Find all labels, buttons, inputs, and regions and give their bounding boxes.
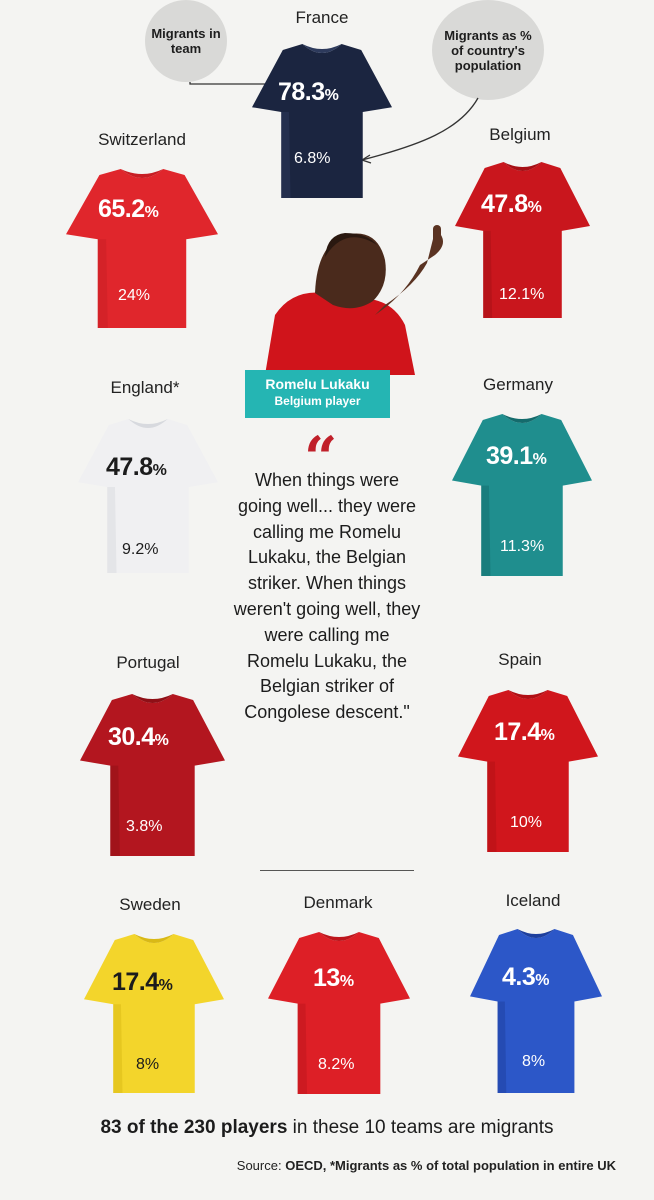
jersey: 78.3% 6.8%: [252, 40, 392, 200]
population-migrant-percentage: 8%: [136, 1056, 160, 1073]
country-name: Sweden: [119, 895, 181, 914]
team-legend-label: Migrants in team: [151, 26, 221, 56]
jersey: 17.4% 8%: [84, 930, 224, 1095]
team-migrant-percentage: 4.3%: [502, 963, 549, 992]
jersey: 39.1% 11.3%: [452, 410, 592, 578]
population-migrant-percentage: 8.2%: [318, 1056, 355, 1073]
team-migrant-percentage: 30.4%: [108, 723, 169, 752]
country-name: Portugal: [116, 653, 180, 672]
team-pct-value: 47.8: [106, 453, 153, 481]
team-pct-value: 65.2: [98, 195, 145, 223]
population-migrant-percentage: 11.3%: [500, 538, 545, 555]
jersey: 47.8% 9.2%: [78, 415, 218, 575]
team-migrant-percentage: 17.4%: [494, 718, 555, 747]
team-migrant-percentage: 13%: [313, 964, 354, 993]
population-legend-bubble: Migrants as % of country's population: [432, 0, 544, 100]
percent-symbol: %: [158, 977, 173, 994]
footer-highlight: 83 of the 230 players: [100, 1117, 288, 1138]
country-name: Germany: [483, 375, 553, 394]
country-name: Spain: [498, 650, 542, 669]
jersey-shape: [470, 929, 602, 1093]
jersey-shape: [78, 419, 218, 573]
population-migrant-percentage: 6.8%: [294, 150, 331, 167]
country-name: Switzerland: [98, 130, 186, 149]
jersey-shape: [80, 694, 225, 856]
footer-source: Source: OECD, *Migrants as % of total po…: [237, 1158, 616, 1173]
team-migrant-percentage: 17.4%: [112, 968, 173, 997]
population-migrant-percentage: 10%: [510, 814, 543, 831]
player-illustration: [265, 225, 443, 375]
population-migrant-percentage: 24%: [118, 287, 151, 304]
footer-summary: 83 of the 230 players in these 10 teams …: [0, 1117, 654, 1139]
jersey-shape: [452, 414, 592, 576]
team-legend-bubble: Migrants in team: [145, 0, 227, 82]
team-pct-value: 78.3: [278, 78, 325, 106]
country-name: Belgium: [489, 125, 551, 144]
percent-symbol: %: [535, 972, 549, 989]
player-role: Belgium player: [274, 394, 361, 408]
population-migrant-percentage: 8%: [522, 1053, 546, 1070]
player-name-tag: Romelu Lukaku Belgium player: [245, 370, 390, 418]
country-name: Denmark: [303, 893, 373, 912]
footer-rest: in these 10 teams are migrants: [287, 1117, 554, 1138]
team-pct-value: 47.8: [481, 190, 528, 218]
percent-symbol: %: [152, 462, 167, 479]
legend-connector-lines: [189, 82, 479, 164]
population-migrant-percentage: 9.2%: [122, 541, 159, 558]
jersey-shape: [458, 690, 598, 852]
team-migrant-percentage: 47.8%: [106, 453, 167, 482]
jersey-shape: [252, 44, 392, 198]
country-name: England*: [110, 378, 180, 397]
jersey-shape: [66, 169, 218, 328]
quote-text: When things were going well... they were…: [233, 470, 421, 723]
jersey: 4.3% 8%: [470, 925, 602, 1095]
team-pct-value: 13: [313, 964, 340, 992]
team-pct-value: 39.1: [486, 442, 533, 470]
percent-symbol: %: [144, 204, 159, 221]
source-text: OECD, *Migrants as % of total population…: [285, 1158, 616, 1173]
jersey-shape: [84, 934, 224, 1093]
jersey: 13% 8.2%: [268, 928, 410, 1096]
country-name: Iceland: [505, 891, 561, 910]
team-migrant-percentage: 39.1%: [486, 442, 547, 471]
quote-divider: [260, 870, 414, 871]
team-migrant-percentage: 78.3%: [278, 78, 339, 107]
quote-mark: “: [304, 424, 338, 492]
team-pct-value: 4.3: [502, 963, 536, 991]
jersey: 65.2% 24%: [66, 165, 218, 330]
source-label: Source:: [236, 1158, 286, 1173]
jersey: 47.8% 12.1%: [455, 158, 590, 320]
player-name: Romelu Lukaku: [265, 376, 370, 392]
jersey-shape: [455, 162, 590, 318]
team-migrant-percentage: 47.8%: [481, 190, 542, 219]
country-name: France: [295, 8, 349, 27]
percent-symbol: %: [532, 451, 547, 468]
team-pct-value: 17.4: [112, 968, 159, 996]
team-pct-value: 30.4: [108, 723, 155, 751]
team-pct-value: 17.4: [494, 718, 541, 746]
jersey: 30.4% 3.8%: [80, 690, 225, 858]
percent-symbol: %: [540, 727, 555, 744]
percent-symbol: %: [154, 732, 169, 749]
percent-symbol: %: [339, 973, 354, 990]
percent-symbol: %: [324, 87, 339, 104]
population-migrant-percentage: 12.1%: [499, 286, 545, 303]
jersey: 17.4% 10%: [458, 686, 598, 854]
population-legend-label: Migrants as % of country's population: [444, 27, 532, 73]
percent-symbol: %: [527, 199, 542, 216]
jersey-shape: [268, 932, 410, 1094]
population-migrant-percentage: 3.8%: [126, 818, 163, 835]
team-migrant-percentage: 65.2%: [98, 195, 159, 224]
